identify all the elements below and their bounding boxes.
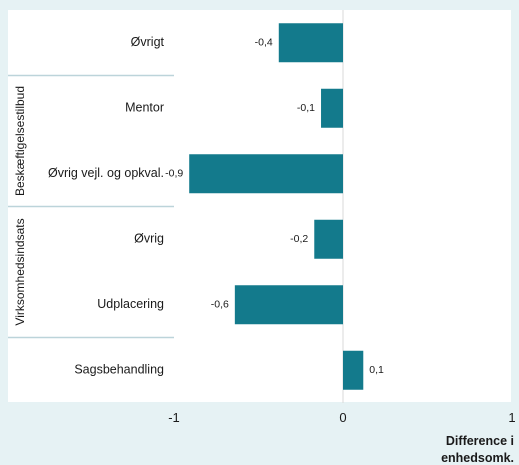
data-label-sagsbehandling: 0,1 <box>369 364 384 376</box>
category-label-oevrig: Øvrig <box>134 232 164 246</box>
x-tick-labels: -1 0 1 <box>168 410 515 425</box>
group-label-virksomhedsindsats: Virksomhedsindsats <box>13 218 27 325</box>
data-label-mentor: -0,1 <box>297 102 315 114</box>
group-dividers <box>8 74 174 339</box>
data-labels: -0,4 -0,1 -0,9 -0,2 -0,6 0,1 <box>165 37 384 377</box>
x-tick-label: 1 <box>508 410 515 425</box>
data-label-oevrig-vejl-og-opkval: -0,9 <box>165 168 183 180</box>
bar-oevrig-vejl-og-opkval <box>189 154 343 194</box>
bar-sagsbehandling <box>343 350 364 390</box>
category-label-oevrigt: Øvrigt <box>131 35 165 49</box>
bar-oevrig <box>314 219 343 259</box>
bar-mentor <box>321 88 343 128</box>
category-label-oevrig-vejl-og-opkval: Øvrig vejl. og opkval. <box>48 166 164 180</box>
bar-oevrigt <box>278 23 343 63</box>
data-label-udplacering: -0,6 <box>211 299 229 311</box>
group-label-beskaeftigelsestilbud: Beskæftigelsestilbud <box>13 86 27 196</box>
group-labels: Beskæftigelsestilbud Virksomhedsindsats <box>13 86 27 326</box>
x-axis-title-line-1: Difference i <box>446 434 514 448</box>
x-tick-label: -1 <box>168 410 180 425</box>
data-label-oevrig: -0,2 <box>290 233 308 245</box>
bar-udplacering <box>234 285 343 325</box>
category-label-mentor: Mentor <box>125 101 164 115</box>
category-labels: Øvrigt Mentor Øvrig vejl. og opkval. Øvrig U… <box>48 35 165 377</box>
category-label-udplacering: Udplacering <box>97 297 164 311</box>
x-tick-label: 0 <box>339 410 346 425</box>
category-label-sagsbehandling: Sagsbehandling <box>74 363 164 377</box>
data-label-oevrigt: -0,4 <box>255 37 273 49</box>
bars <box>189 23 364 390</box>
x-axis-title-line-2: enhedsomk. <box>441 451 514 465</box>
